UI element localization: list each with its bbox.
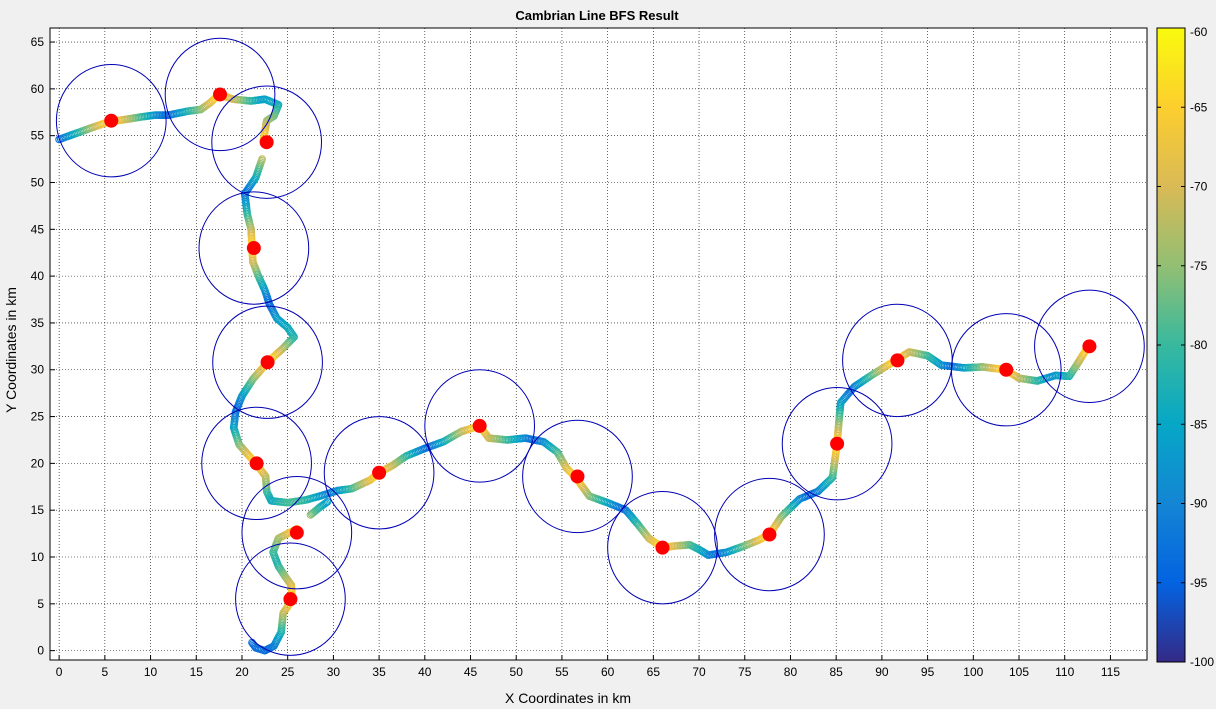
colorbar-tick-label: -90 [1190,497,1208,511]
x-tick-label: 110 [1055,665,1074,679]
colorbar-tick-label: -80 [1190,338,1208,352]
y-tick-label: 45 [31,222,45,236]
x-tick-label: 85 [830,665,844,679]
route-points [55,90,1091,655]
chart-title: Cambrian Line BFS Result [515,8,679,23]
coverage-circle [1034,289,1145,404]
y-tick-label: 10 [31,550,45,564]
x-tick-label: 5 [102,665,109,679]
y-tick-label: 60 [31,82,45,96]
coverage-circle [55,64,167,178]
base-station-marker [830,436,845,451]
coverage-circle [522,419,633,534]
coverage-circle [607,490,718,605]
x-tick-label: 100 [963,665,983,679]
coverage-circle [781,387,893,501]
base-station-marker [372,465,387,480]
x-tick-label: 70 [692,665,706,679]
base-station-marker [655,540,670,555]
x-tick-label: 30 [327,665,341,679]
x-tick-label: 95 [921,665,935,679]
y-tick-label: 0 [37,644,44,658]
route-point [323,497,332,506]
base-station-marker [246,241,261,256]
x-tick-label: 20 [235,665,249,679]
x-axis-ticks: 0 5 10 15 20 25 30 35 40 45 50 55 60 65 70 75 80 85 90 95 10… [56,655,1120,679]
base-station-marker [1082,339,1097,354]
x-tick-label: 45 [464,665,478,679]
x-tick-label: 15 [190,665,204,679]
y-tick-label: 55 [31,129,45,143]
coverage-circle [201,406,312,521]
base-station-marker [283,592,298,607]
x-tick-label: 105 [1009,665,1029,679]
y-tick-label: 25 [31,410,45,424]
colorbar-ticks: -60 -65 -70 -75 -80 -85 -90 -95 -100 [1157,25,1214,669]
coverage-circle [424,369,536,483]
x-tick-label: 80 [784,665,798,679]
x-tick-label: 50 [510,665,524,679]
route-point [289,331,298,340]
base-station-marker [999,362,1014,377]
y-tick-label: 65 [31,35,45,49]
colorbar-tick-label: -60 [1190,25,1208,39]
coverage-circle [211,85,323,199]
route-point [322,498,331,507]
colorbar [1156,27,1186,663]
base-station-marker [570,469,585,484]
base-station-marker [260,355,275,370]
base-station-marker [249,456,264,471]
base-station-marker [472,418,487,433]
y-tick-label: 50 [31,175,45,189]
x-tick-label: 55 [555,665,569,679]
base-station-marker [259,135,274,150]
base-station-marker [890,353,905,368]
coverage-circle [235,542,346,656]
coverage-circle [714,477,825,592]
coverage-circle [164,37,276,152]
x-tick-label: 75 [738,665,752,679]
x-tick-label: 40 [418,665,432,679]
colorbar-tick-label: -65 [1190,100,1208,114]
colorbar-tick-label: -75 [1190,259,1208,273]
x-tick-label: 115 [1101,665,1120,679]
base-station-marker [213,87,228,102]
y-tick-label: 40 [31,269,45,283]
y-tick-label: 35 [31,316,45,330]
y-axis-ticks: 0 5 10 15 20 25 30 35 40 45 50 55 60 65 [31,35,55,658]
y-tick-label: 20 [31,456,45,470]
coverage-circle [241,475,353,590]
x-tick-label: 10 [144,665,158,679]
grid-lines [50,28,1147,660]
x-axis-label: X Coordinates in km [505,690,631,706]
y-axis-label: Y Coordinates in km [3,287,19,413]
coverage-circle [198,191,310,305]
colorbar-tick-label: -85 [1190,417,1208,431]
base-station-marker [289,525,304,540]
route-point [703,550,711,559]
base-station-marker [104,113,119,128]
x-tick-label: 0 [56,665,63,679]
x-tick-label: 25 [281,665,295,679]
colorbar-tick-label: -100 [1190,655,1214,669]
x-tick-label: 90 [875,665,889,679]
y-tick-label: 5 [37,597,44,611]
x-tick-label: 60 [601,665,615,679]
coverage-circles [55,37,1145,656]
coverage-circle [950,313,1062,427]
x-tick-label: 65 [647,665,661,679]
colorbar-tick-label: -95 [1190,576,1208,590]
coverage-circle [212,305,323,419]
route-point [904,348,912,357]
y-tick-label: 30 [31,363,45,377]
base-stations [104,87,1097,607]
x-tick-label: 35 [372,665,386,679]
y-tick-label: 15 [31,503,45,517]
base-station-marker [762,527,777,542]
colorbar-tick-label: -70 [1190,180,1208,194]
plot-area [49,27,1148,661]
coverage-circle [323,416,435,530]
